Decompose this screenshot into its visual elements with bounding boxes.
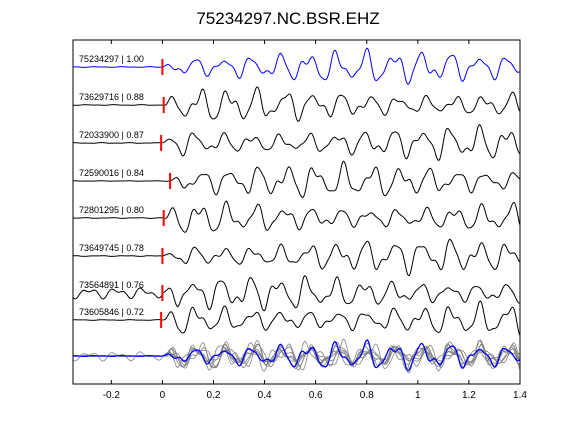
trace-label-5: 72801295 | 0.80 (79, 205, 144, 215)
trace-labels-layer: 75234297 | 1.00 73629716 | 0.88 72033900 |… (79, 54, 144, 317)
trace-line-5 (73, 200, 520, 233)
x-tick-label: 1.2 (462, 390, 476, 401)
traces-layer (73, 47, 520, 336)
trace-label-6: 73649745 | 0.78 (79, 243, 144, 253)
trace-line-1 (73, 47, 520, 86)
axes-frame (72, 39, 521, 385)
trace-label-8: 73605846 | 0.72 (79, 307, 144, 317)
x-tick-label: 0.4 (258, 390, 272, 401)
trace-label-4: 72590016 | 0.84 (79, 168, 144, 178)
chart-title: 75234297.NC.BSR.EHZ (196, 9, 379, 28)
overlay-template-trace (73, 339, 520, 372)
trace-line-3 (73, 124, 520, 162)
x-axis-ticks: -0.2 0 0.2 0.4 0.6 0.8 1 1.2 1.4 (103, 40, 527, 401)
trace-label-1: 75234297 | 1.00 (79, 54, 144, 64)
x-tick-label: 0.2 (207, 390, 221, 401)
picks-layer (160, 59, 172, 328)
trace-line-6 (73, 238, 520, 277)
x-tick-label: 0.6 (309, 390, 323, 401)
trace-line-7 (73, 274, 520, 312)
trace-line-8 (73, 300, 520, 336)
trace-line-2 (73, 86, 520, 122)
overlay-layer (73, 338, 520, 374)
trace-label-3: 72033900 | 0.87 (79, 130, 144, 140)
x-tick-label: 1.4 (513, 390, 527, 401)
x-tick-label: 1 (415, 390, 421, 401)
trace-label-7: 73564891 | 0.76 (79, 280, 144, 290)
x-tick-label: 0.8 (360, 390, 374, 401)
x-tick-label: 0 (160, 390, 166, 401)
x-tick-label: -0.2 (103, 390, 121, 401)
trace-label-2: 73629716 | 0.88 (79, 92, 144, 102)
trace-line-4 (73, 160, 520, 198)
